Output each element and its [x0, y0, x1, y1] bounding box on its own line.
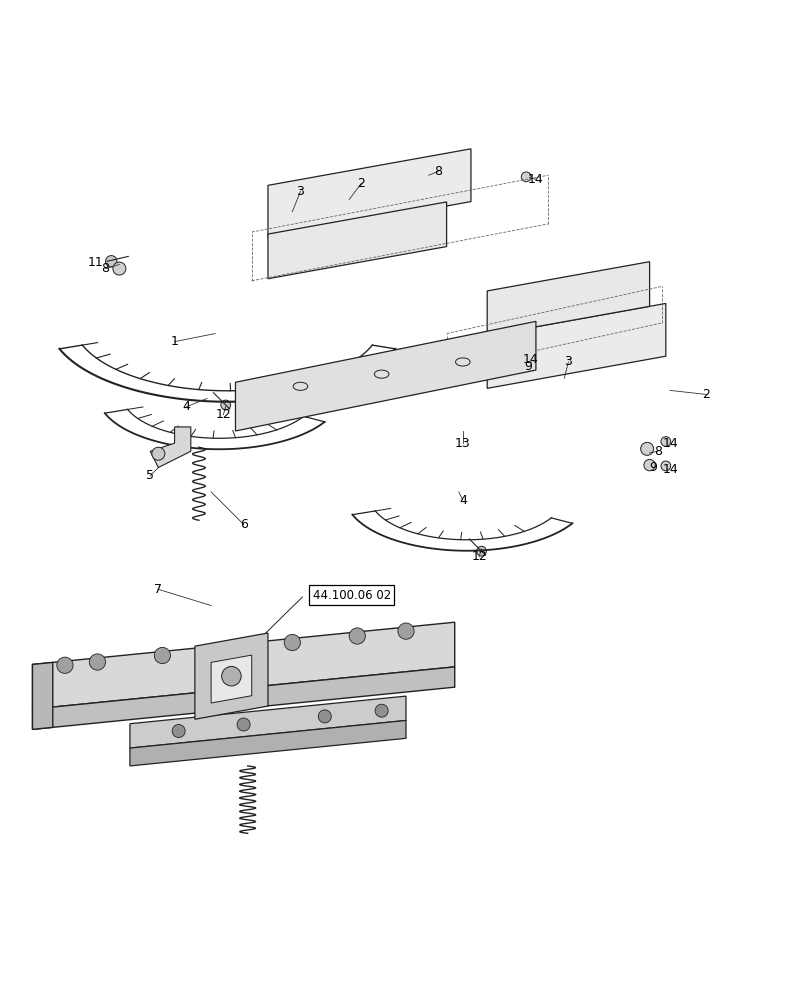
Circle shape: [517, 356, 529, 368]
Text: 14: 14: [662, 437, 678, 450]
Text: 10: 10: [154, 453, 170, 466]
Polygon shape: [32, 622, 454, 709]
Circle shape: [172, 725, 185, 738]
Text: 6: 6: [239, 518, 247, 531]
Polygon shape: [195, 633, 268, 719]
Text: 4: 4: [182, 400, 191, 413]
Text: 2: 2: [357, 177, 365, 190]
Circle shape: [113, 262, 126, 275]
Circle shape: [349, 628, 365, 644]
Circle shape: [221, 666, 241, 686]
Circle shape: [397, 623, 414, 639]
Polygon shape: [211, 655, 251, 703]
Circle shape: [660, 437, 670, 446]
Circle shape: [318, 710, 331, 723]
Circle shape: [521, 172, 530, 182]
Circle shape: [521, 350, 530, 360]
Circle shape: [422, 166, 435, 179]
Circle shape: [284, 634, 300, 651]
Polygon shape: [130, 720, 405, 766]
Text: 8: 8: [653, 445, 661, 458]
Text: 44.100.06 02: 44.100.06 02: [312, 589, 390, 602]
Polygon shape: [487, 303, 665, 388]
Text: 9: 9: [649, 461, 657, 474]
Text: 12: 12: [215, 408, 231, 421]
Polygon shape: [487, 262, 649, 336]
Polygon shape: [130, 696, 405, 748]
Polygon shape: [150, 427, 191, 468]
Text: 7: 7: [154, 583, 162, 596]
Circle shape: [105, 256, 117, 267]
Text: 4: 4: [458, 493, 466, 506]
Polygon shape: [268, 149, 470, 238]
Circle shape: [154, 647, 170, 664]
Text: 8: 8: [101, 262, 109, 275]
Circle shape: [237, 718, 250, 731]
Polygon shape: [268, 202, 446, 279]
Text: 9: 9: [523, 360, 531, 373]
Circle shape: [219, 641, 235, 657]
Polygon shape: [32, 667, 454, 729]
Text: 3: 3: [564, 355, 572, 368]
Circle shape: [375, 704, 388, 717]
Text: 14: 14: [521, 353, 538, 366]
Text: 11: 11: [88, 256, 104, 269]
Circle shape: [89, 654, 105, 670]
Circle shape: [152, 447, 165, 460]
Text: 8: 8: [434, 165, 442, 178]
Polygon shape: [32, 662, 53, 729]
Text: 14: 14: [662, 463, 678, 476]
Text: 3: 3: [296, 185, 304, 198]
Circle shape: [57, 657, 73, 673]
Circle shape: [640, 442, 653, 455]
Circle shape: [476, 546, 486, 556]
Text: 2: 2: [702, 388, 710, 401]
Text: 14: 14: [527, 173, 543, 186]
Text: 12: 12: [470, 550, 487, 563]
Text: 1: 1: [170, 335, 178, 348]
Circle shape: [221, 400, 230, 410]
Polygon shape: [235, 321, 535, 431]
Text: 5: 5: [146, 469, 154, 482]
Circle shape: [660, 461, 670, 471]
Text: 13: 13: [454, 437, 470, 450]
Circle shape: [643, 459, 654, 471]
